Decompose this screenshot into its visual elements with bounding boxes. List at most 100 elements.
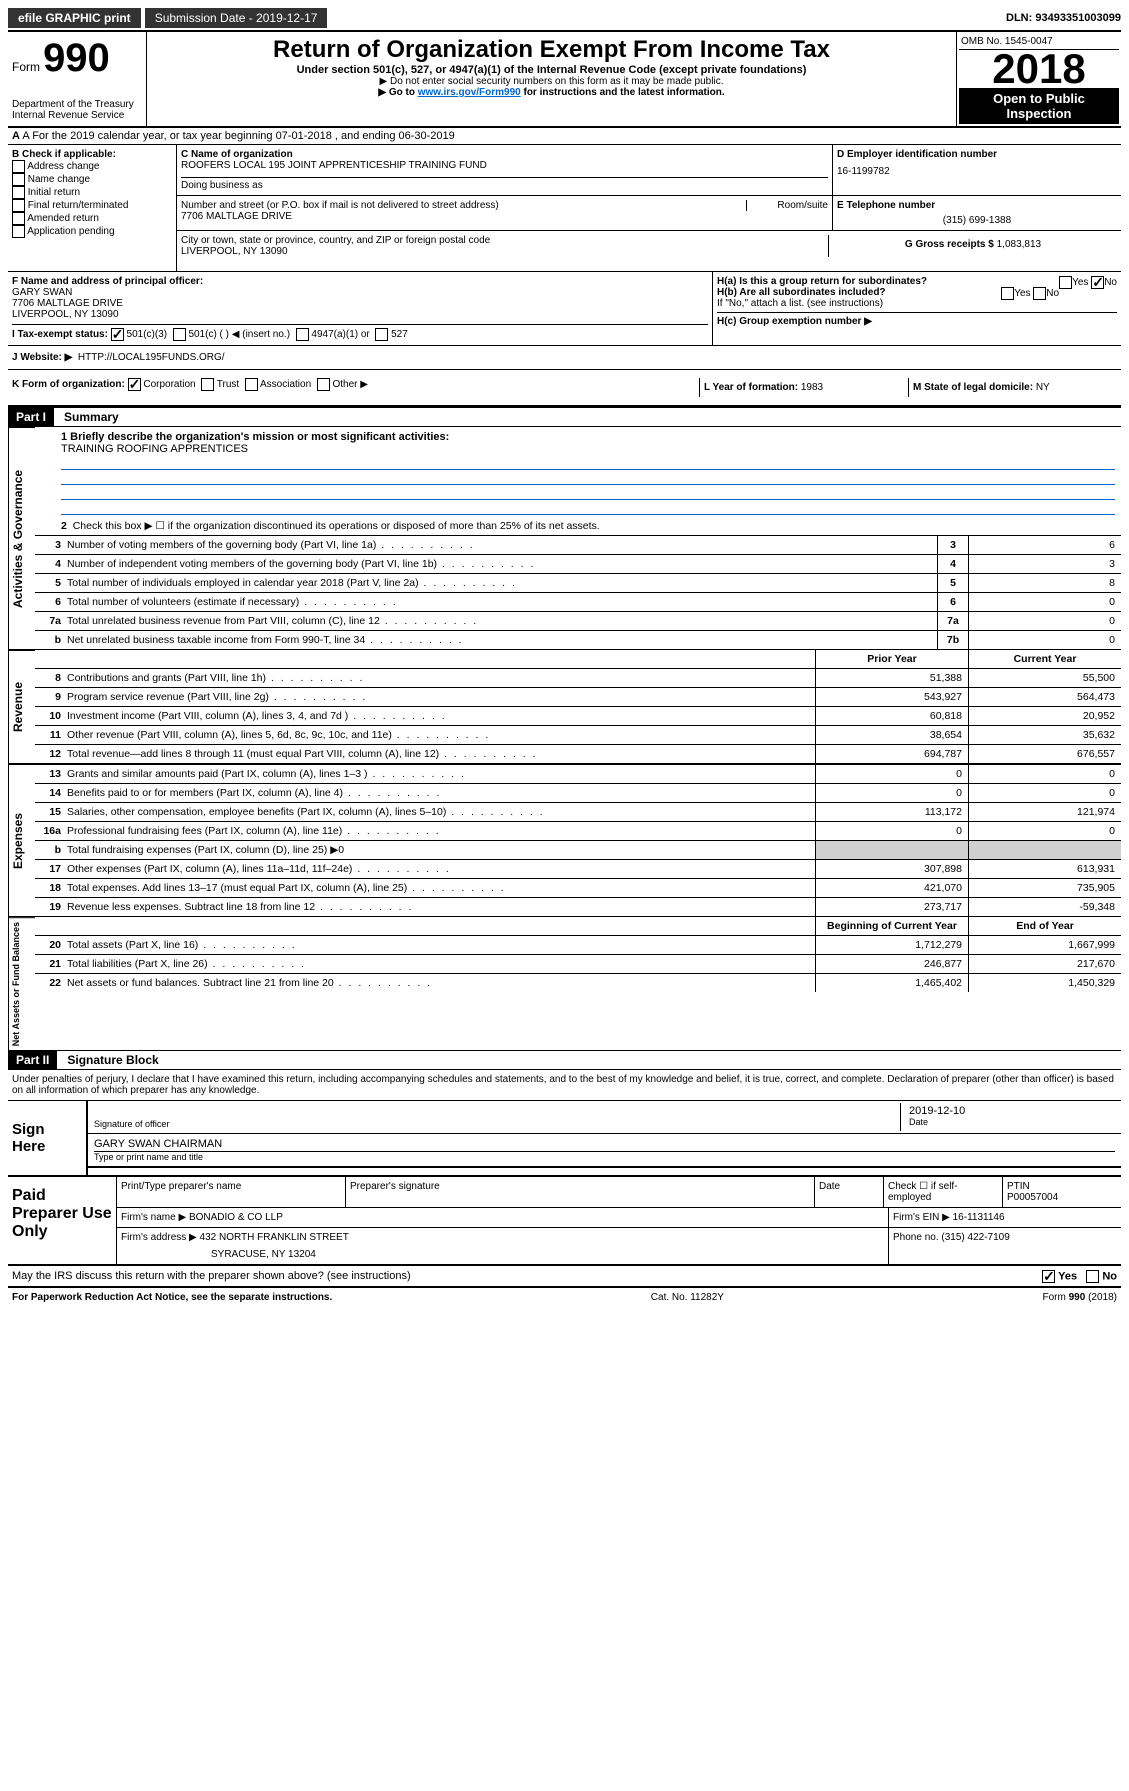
summary-row: 18Total expenses. Add lines 13–17 (must … — [35, 878, 1121, 897]
4947-checkbox[interactable] — [296, 328, 309, 341]
sig-date: 2019-12-10 — [909, 1105, 1109, 1117]
b-option: Initial return — [12, 186, 172, 199]
b-option: Application pending — [12, 225, 172, 238]
summary-row: 11Other revenue (Part VIII, column (A), … — [35, 725, 1121, 744]
summary-row: 6Total number of volunteers (estimate if… — [35, 592, 1121, 611]
c-label: C Name of organization — [181, 149, 828, 160]
discuss-no[interactable] — [1086, 1270, 1099, 1283]
main-title: Return of Organization Exempt From Incom… — [151, 36, 952, 64]
part1-badge: Part I — [8, 408, 54, 426]
firm-address2: SYRACUSE, NY 13204 — [121, 1243, 884, 1260]
tax-year: 2018 — [959, 50, 1119, 88]
summary-row: 20Total assets (Part X, line 16)1,712,27… — [35, 935, 1121, 954]
corp-checkbox[interactable] — [128, 378, 141, 391]
summary-row: 19Revenue less expenses. Subtract line 1… — [35, 897, 1121, 916]
line1-label: 1 Briefly describe the organization's mi… — [61, 431, 1115, 443]
summary-row: bTotal fundraising expenses (Part IX, co… — [35, 840, 1121, 859]
summary-row: 16aProfessional fundraising fees (Part I… — [35, 821, 1121, 840]
sig-officer-label: Signature of officer — [94, 1119, 898, 1129]
dln: DLN: 93493351003099 — [1006, 12, 1121, 24]
domicile-state: NY — [1036, 382, 1050, 393]
footer-left: For Paperwork Reduction Act Notice, see … — [12, 1292, 332, 1303]
row-a: A A For the 2019 calendar year, or tax y… — [8, 128, 1121, 145]
b-option: Amended return — [12, 212, 172, 225]
org-name: ROOFERS LOCAL 195 JOINT APPRENTICESHIP T… — [181, 160, 828, 171]
part1-title: Summary — [54, 410, 119, 424]
k-label: K Form of organization: — [12, 379, 125, 390]
dba-label: Doing business as — [181, 177, 828, 191]
discuss-yes[interactable] — [1042, 1270, 1055, 1283]
501c-checkbox[interactable] — [173, 328, 186, 341]
assoc-checkbox[interactable] — [245, 378, 258, 391]
efile-btn[interactable]: efile GRAPHIC print — [8, 8, 141, 28]
f-label: F Name and address of principal officer: — [12, 276, 708, 287]
summary-row: 3Number of voting members of the governi… — [35, 535, 1121, 554]
officer-addr2: LIVERPOOL, NY 13090 — [12, 309, 708, 320]
side-net-assets: Net Assets or Fund Balances — [8, 917, 35, 1050]
top-bar: efile GRAPHIC print Submission Date - 20… — [8, 8, 1121, 32]
e-label: E Telephone number — [837, 200, 1117, 211]
preparer-sig-header: Preparer's signature — [346, 1177, 815, 1207]
summary-row: 22Net assets or fund balances. Subtract … — [35, 973, 1121, 992]
self-employed-check[interactable]: Check ☐ if self-employed — [884, 1177, 1003, 1207]
dept-label: Department of the TreasuryInternal Reven… — [12, 99, 142, 121]
addr-label: Number and street (or P.O. box if mail i… — [181, 200, 499, 211]
part2-title: Signature Block — [57, 1053, 158, 1067]
hb-yes[interactable] — [1001, 287, 1014, 300]
preparer-name-header: Print/Type preparer's name — [117, 1177, 346, 1207]
receipts-value: 1,083,813 — [997, 239, 1042, 250]
side-revenue: Revenue — [8, 650, 35, 763]
discuss-question: May the IRS discuss this return with the… — [12, 1270, 411, 1282]
side-governance: Activities & Governance — [8, 427, 35, 649]
paid-preparer-label: Paid Preparer Use Only — [8, 1177, 117, 1264]
ptin-label: PTIN — [1007, 1181, 1117, 1192]
preparer-date-header: Date — [815, 1177, 884, 1207]
ein-value: 16-1199782 — [837, 166, 1117, 177]
m-label: M State of legal domicile: — [913, 382, 1033, 393]
d-label: D Employer identification number — [837, 149, 1117, 160]
firm-ein: 16-1131146 — [953, 1212, 1005, 1223]
instruction-1: ▶ Do not enter social security numbers o… — [151, 76, 952, 87]
street-address: 7706 MALTLAGE DRIVE — [181, 211, 828, 222]
perjury-text: Under penalties of perjury, I declare th… — [8, 1070, 1121, 1100]
ha-no[interactable] — [1091, 276, 1104, 289]
form-prefix: Form — [12, 60, 40, 74]
subtitle: Under section 501(c), 527, or 4947(a)(1)… — [151, 64, 952, 76]
form-header: Form 990 Department of the TreasuryInter… — [8, 32, 1121, 128]
summary-row: 9Program service revenue (Part VIII, lin… — [35, 687, 1121, 706]
hb-no[interactable] — [1033, 287, 1046, 300]
current-year-header: Current Year — [968, 650, 1121, 668]
other-checkbox[interactable] — [317, 378, 330, 391]
hb-label: H(b) Are all subordinates included? — [717, 287, 886, 298]
firm-phone: (315) 422-7109 — [941, 1232, 1009, 1243]
i-label: I Tax-exempt status: — [12, 329, 108, 340]
527-checkbox[interactable] — [375, 328, 388, 341]
officer-name: GARY SWAN — [12, 287, 708, 298]
ha-label: H(a) Is this a group return for subordin… — [717, 276, 927, 287]
summary-row: 13Grants and similar amounts paid (Part … — [35, 764, 1121, 783]
summary-row: 14Benefits paid to or for members (Part … — [35, 783, 1121, 802]
line2-text: Check this box ▶ ☐ if the organization d… — [73, 520, 600, 532]
summary-row: 10Investment income (Part VIII, column (… — [35, 706, 1121, 725]
instruction-2: ▶ Go to www.irs.gov/Form990 for instruct… — [151, 87, 952, 98]
firm-name: BONADIO & CO LLP — [189, 1212, 283, 1223]
b-option: Name change — [12, 173, 172, 186]
name-title-label: Type or print name and title — [94, 1152, 1115, 1162]
g-label: G Gross receipts $ — [905, 239, 994, 250]
irs-link[interactable]: www.irs.gov/Form990 — [418, 87, 521, 98]
firm-address: 432 NORTH FRANKLIN STREET — [200, 1232, 349, 1243]
mission-text: TRAINING ROOFING APPRENTICES — [61, 443, 1115, 455]
ha-yes[interactable] — [1059, 276, 1072, 289]
part2-badge: Part II — [8, 1051, 57, 1069]
formation-year: 1983 — [801, 382, 823, 393]
summary-row: 4Number of independent voting members of… — [35, 554, 1121, 573]
j-label: J Website: ▶ — [12, 352, 72, 363]
trust-checkbox[interactable] — [201, 378, 214, 391]
city-label: City or town, state or province, country… — [181, 235, 828, 246]
summary-row: 12Total revenue—add lines 8 through 11 (… — [35, 744, 1121, 763]
submission-btn[interactable]: Submission Date - 2019-12-17 — [145, 8, 328, 28]
b-option: Final return/terminated — [12, 199, 172, 212]
501c3-checkbox[interactable] — [111, 328, 124, 341]
summary-row: 15Salaries, other compensation, employee… — [35, 802, 1121, 821]
sig-date-label: Date — [909, 1117, 1109, 1127]
